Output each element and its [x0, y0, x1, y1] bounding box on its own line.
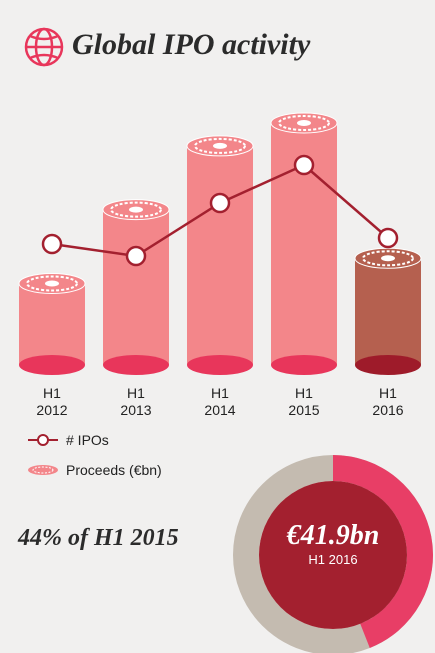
bar-top-ring: [26, 275, 78, 292]
bar-top-center: [45, 280, 59, 287]
bar-top-center: [381, 255, 395, 262]
donut-amount: €41.9bn: [286, 520, 380, 551]
x-tick-label: H1 2013: [120, 385, 152, 418]
bar: [187, 145, 253, 365]
bar-top-center: [213, 142, 227, 149]
coin-stack: [18, 272, 86, 375]
bar-top-ring: [194, 137, 246, 154]
legend-label: # IPOs: [66, 432, 109, 448]
globe-icon: [24, 27, 64, 67]
donut-caption: 44% of H1 2015: [18, 525, 179, 551]
x-tick-label: H1 2015: [288, 385, 320, 418]
legend-line-icon: [37, 434, 49, 446]
bar-base: [103, 355, 169, 375]
coin-stack: [102, 199, 170, 375]
bar: [19, 283, 85, 365]
ipo-point: [41, 233, 63, 255]
x-tick-label: H1 2014: [204, 385, 236, 418]
ipo-point: [209, 192, 231, 214]
legend-label: Proceeds (€bn): [66, 462, 162, 478]
donut-arc: [332, 455, 433, 648]
chart-title: Global IPO activity: [72, 28, 311, 61]
bar: [355, 258, 421, 365]
bar-base: [19, 355, 85, 375]
bar-top-center: [297, 120, 311, 126]
ipo-point: [125, 245, 147, 267]
donut-period: H1 2016: [308, 552, 358, 567]
bar: [103, 209, 169, 365]
bar-base: [355, 355, 421, 375]
x-tick-label: H1 2016: [372, 385, 404, 418]
ipo-point: [293, 154, 315, 176]
bar-top-ring: [362, 250, 414, 267]
donut-center: [259, 481, 407, 629]
bar-base: [187, 355, 253, 375]
coin-stack: [354, 247, 422, 375]
bar-top-ring: [110, 201, 162, 218]
coin-stack: [186, 135, 254, 375]
ipo-point: [377, 227, 399, 249]
bar-top-center: [129, 206, 143, 213]
bar-top-ring: [278, 115, 330, 131]
x-tick-label: H1 2012: [36, 385, 68, 418]
coin-stack: [270, 112, 338, 375]
legend-coin-icon: [32, 466, 54, 474]
bar-base: [271, 355, 337, 375]
